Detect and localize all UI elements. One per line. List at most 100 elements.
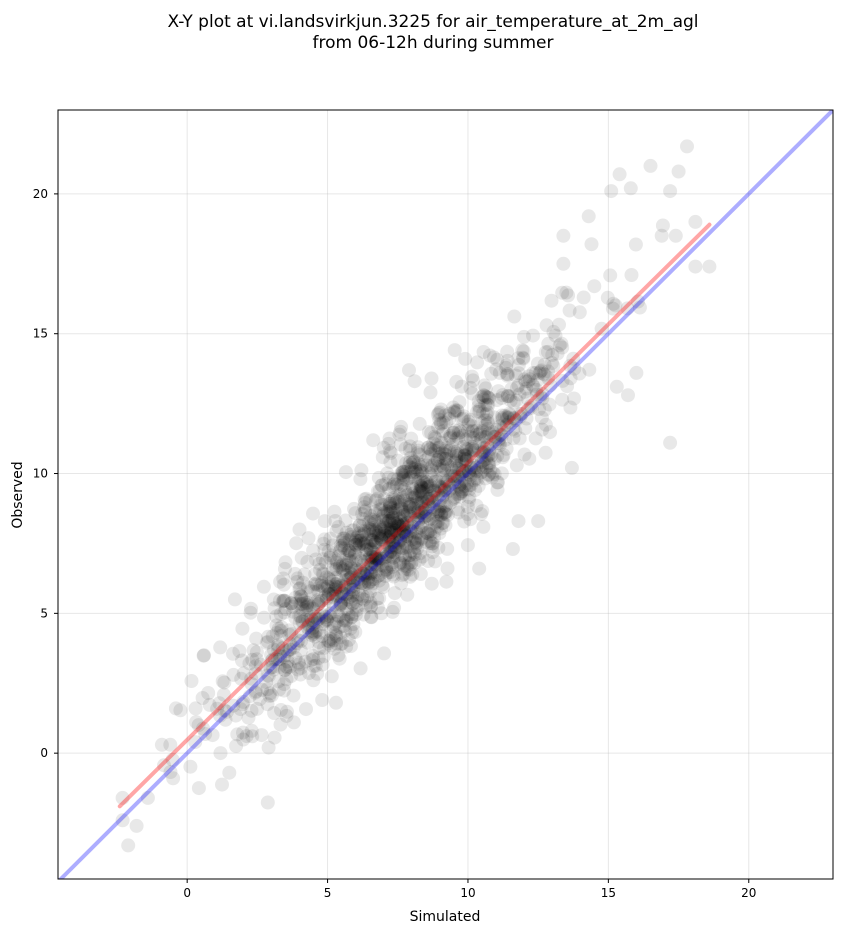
scatter-point: [345, 596, 360, 611]
scatter-point: [402, 548, 417, 563]
scatter-point: [425, 494, 439, 509]
scatter-point: [350, 589, 365, 604]
scatter-point: [293, 609, 308, 624]
scatter-point: [347, 536, 362, 551]
scatter-point: [396, 524, 411, 539]
scatter-point: [517, 372, 532, 387]
scatter-point: [376, 440, 391, 455]
scatter-point: [411, 520, 426, 535]
scatter-point: [391, 527, 406, 542]
scatter-point: [356, 566, 371, 581]
scatter-point: [516, 350, 530, 365]
scatter-point: [478, 398, 493, 413]
scatter-point: [663, 435, 678, 450]
scatter-point: [327, 584, 342, 599]
scatter-point: [481, 467, 496, 482]
scatter-point: [454, 454, 469, 469]
scatter-point: [428, 554, 443, 569]
scatter-point: [429, 473, 444, 488]
scatter-point: [396, 522, 411, 537]
scatter-point: [519, 381, 534, 396]
scatter-point: [321, 587, 336, 601]
scatter-point: [338, 558, 353, 573]
scatter-point: [447, 491, 462, 506]
scatter-point: [511, 351, 526, 366]
scatter-point: [433, 463, 448, 478]
scatter-point: [371, 553, 386, 567]
scatter-point: [399, 515, 414, 530]
scatter-point: [293, 661, 308, 676]
scatter-point: [386, 537, 401, 552]
scatter-point: [358, 503, 373, 518]
scatter-point: [323, 609, 338, 624]
scatter-point: [288, 566, 303, 581]
scatter-point: [680, 139, 694, 154]
scatter-point: [336, 533, 350, 548]
scatter-point: [387, 600, 402, 615]
scatter-point: [352, 526, 367, 541]
scatter-point: [296, 575, 311, 590]
scatter-point: [432, 412, 447, 427]
scatter-point: [414, 485, 429, 500]
y-axis-label: Observed: [10, 461, 26, 528]
scatter-point: [487, 410, 502, 425]
scatter-point: [500, 388, 515, 403]
scatter-point: [399, 465, 413, 479]
scatter-point: [457, 514, 472, 529]
scatter-point: [407, 545, 422, 560]
scatter-point: [404, 431, 419, 446]
scatter-point: [632, 300, 647, 315]
scatter-point: [446, 425, 461, 440]
scatter-point: [433, 499, 447, 513]
scatter-point: [411, 474, 426, 489]
scatter-point: [477, 429, 492, 444]
scatter-point: [439, 504, 454, 519]
scatter-point: [453, 424, 468, 439]
scatter-point: [284, 596, 299, 611]
scatter-point: [255, 682, 269, 697]
scatter-point: [427, 530, 442, 545]
scatter-point: [366, 433, 381, 448]
scatter-point: [343, 639, 358, 654]
scatter-point: [387, 476, 402, 491]
scatter-point: [342, 590, 357, 605]
scatter-point: [344, 530, 359, 544]
scatter-point: [434, 416, 449, 431]
scatter-point: [462, 467, 477, 482]
scatter-point: [400, 488, 415, 503]
scatter-point: [278, 555, 293, 570]
scatter-point: [370, 600, 385, 615]
scatter-point: [609, 379, 624, 394]
scatter-point: [269, 618, 284, 633]
scatter-point: [427, 524, 442, 539]
scatter-point: [576, 290, 591, 305]
scatter-point: [392, 557, 407, 571]
scatter-point: [387, 586, 402, 601]
scatter-point: [511, 366, 526, 381]
scatter-point: [469, 498, 484, 513]
scatter-point: [384, 525, 399, 540]
scatter-point: [364, 557, 379, 572]
scatter-point: [300, 580, 315, 595]
scatter-point: [434, 505, 449, 520]
scatter-point: [511, 357, 526, 372]
scatter-point: [414, 479, 429, 494]
scatter-point: [332, 598, 347, 613]
scatter-point: [342, 543, 357, 558]
scatter-point: [441, 473, 455, 488]
scatter-point: [417, 508, 432, 523]
scatter-point: [235, 653, 249, 668]
scatter-point: [230, 727, 245, 742]
scatter-point: [382, 482, 396, 496]
scatter-point: [427, 485, 442, 500]
scatter-point: [213, 746, 228, 761]
scatter-point: [351, 551, 366, 566]
scatter-point: [402, 363, 416, 378]
scatter-point: [396, 517, 411, 532]
scatter-point: [447, 405, 462, 420]
scatter-point: [393, 555, 408, 570]
x-tick-label: 15: [601, 886, 616, 900]
scatter-point: [444, 468, 459, 483]
scatter-point: [393, 514, 408, 529]
scatter-point: [395, 548, 410, 563]
